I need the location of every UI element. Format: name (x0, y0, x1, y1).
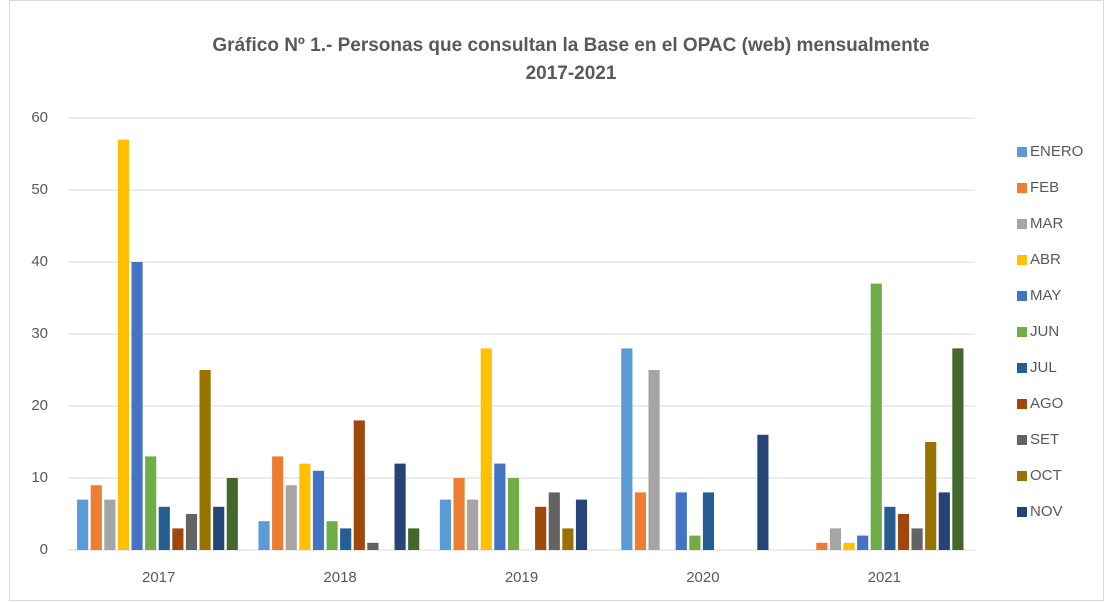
chart-title: Gráfico Nº 1.- Personas que consultan la… (212, 35, 929, 56)
bar (367, 542, 379, 550)
bar (621, 348, 633, 550)
y-tick-label: 40 (31, 253, 48, 270)
bar (494, 463, 506, 550)
bar (408, 528, 420, 550)
bar (285, 485, 297, 550)
legend-label: MAY (1030, 287, 1061, 304)
bar (90, 485, 102, 550)
legend-label: FEB (1030, 179, 1059, 196)
legend-swatch (1017, 255, 1027, 265)
legend-swatch (1017, 471, 1027, 481)
legend-label: JUN (1030, 323, 1059, 340)
bar (131, 262, 143, 550)
bar (648, 370, 660, 550)
chart-title: 2017-2021 (526, 63, 617, 84)
legend-swatch (1017, 291, 1027, 301)
bar (199, 370, 211, 550)
bar (394, 463, 406, 550)
bar (117, 139, 130, 550)
y-tick-label: 60 (31, 109, 48, 126)
bar (689, 535, 701, 550)
bar (340, 528, 352, 550)
legend-swatch (1017, 219, 1027, 229)
bar (575, 499, 588, 550)
legend-label: OCT (1030, 467, 1062, 484)
legend-swatch (1017, 147, 1027, 157)
legend-label: ENERO (1030, 143, 1083, 160)
bar (453, 478, 465, 550)
x-tick-label: 2020 (686, 569, 719, 586)
x-tick-label: 2021 (868, 569, 901, 586)
y-tick-label: 20 (31, 397, 48, 414)
legend-label: NOV (1030, 503, 1063, 520)
bar (757, 434, 769, 550)
legend-label: ABR (1030, 251, 1061, 268)
bar (104, 499, 116, 550)
bar (870, 283, 882, 550)
bar (857, 535, 869, 550)
y-tick-label: 30 (31, 325, 48, 342)
y-tick-label: 0 (40, 541, 48, 558)
legend-swatch (1017, 363, 1027, 373)
bar (272, 456, 284, 550)
bar (884, 506, 896, 550)
bar (145, 456, 157, 550)
bar (829, 528, 842, 550)
bar (952, 348, 964, 550)
bar (172, 528, 184, 550)
legend-label: JUL (1030, 359, 1057, 376)
bar (634, 492, 647, 550)
bar (480, 348, 492, 550)
bar (548, 492, 560, 550)
bar (439, 499, 452, 550)
bar (326, 521, 338, 550)
bar (299, 463, 311, 550)
bar (467, 499, 479, 550)
x-tick-label: 2018 (323, 569, 356, 586)
bar (185, 514, 198, 550)
bar (77, 499, 89, 550)
bar (353, 420, 365, 550)
bar (897, 514, 910, 550)
bar (213, 506, 225, 550)
bar (312, 470, 325, 550)
legend-label: AGO (1030, 395, 1063, 412)
bar (911, 528, 923, 550)
bar (258, 521, 270, 550)
bar (226, 478, 238, 550)
legend-swatch (1017, 327, 1027, 337)
y-tick-label: 10 (31, 469, 48, 486)
bar (816, 542, 828, 550)
bar (938, 492, 950, 550)
legend-label: SET (1030, 431, 1059, 448)
bar (158, 506, 170, 550)
bar (925, 442, 937, 550)
bar (507, 478, 520, 550)
bar (535, 506, 547, 550)
legend-swatch (1017, 183, 1027, 193)
x-tick-label: 2019 (505, 569, 538, 586)
legend-swatch (1017, 399, 1027, 409)
bar (562, 528, 574, 550)
bar (675, 492, 687, 550)
legend-label: MAR (1030, 215, 1064, 232)
x-tick-label: 2017 (142, 569, 175, 586)
bar (702, 492, 715, 550)
bar (843, 542, 855, 550)
legend-swatch (1017, 435, 1027, 445)
y-tick-label: 50 (31, 181, 48, 198)
legend-swatch (1017, 507, 1027, 517)
